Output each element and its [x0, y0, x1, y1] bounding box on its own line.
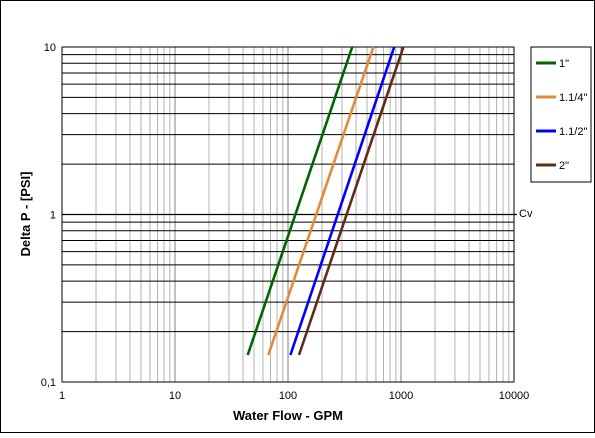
y-tick-label: 1 [50, 210, 56, 222]
legend-label-1: 1" [559, 58, 569, 70]
y-tick-label: 0,1 [41, 377, 56, 389]
y-tick-label: 10 [44, 42, 56, 54]
series-line-4 [297, 46, 405, 356]
x-tick-label: 10000 [499, 390, 530, 402]
legend-label-3: 1.1/2" [559, 126, 587, 138]
x-tick-label: 100 [279, 390, 297, 402]
x-tick-label: 1000 [389, 390, 413, 402]
x-tick-label: 10 [169, 390, 181, 402]
series [246, 46, 405, 356]
legend-label-4: 2" [559, 160, 569, 172]
cv-annotation: Cv [519, 208, 533, 220]
legend-box [530, 46, 592, 183]
series-line-1 [246, 46, 354, 356]
y-axis-title: Delta P - [PSI] [18, 171, 33, 256]
series-line-3 [289, 46, 396, 356]
plot-area-border [61, 46, 515, 383]
series-line-2 [267, 46, 375, 356]
x-axis-title: Water Flow - GPM [233, 408, 343, 423]
x-tick-label: 1 [59, 390, 65, 402]
legend-label-2: 1.1/4" [559, 92, 587, 104]
grid [62, 47, 517, 382]
legend: 1" 1.1/4" 1.1/2" 2" [530, 46, 592, 183]
